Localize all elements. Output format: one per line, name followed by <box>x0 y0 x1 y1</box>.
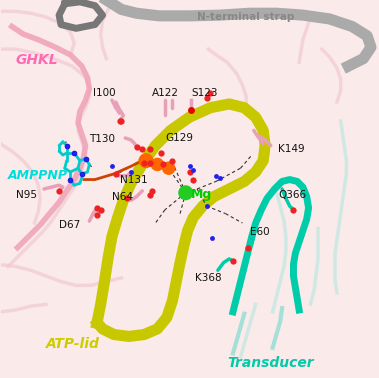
Circle shape <box>139 154 153 167</box>
Text: K368: K368 <box>195 273 222 283</box>
Text: Q366: Q366 <box>278 190 307 200</box>
Text: N64: N64 <box>112 192 133 201</box>
Text: G129: G129 <box>165 133 193 143</box>
Text: N95: N95 <box>16 190 37 200</box>
Text: I100: I100 <box>93 88 116 98</box>
Text: T130: T130 <box>89 134 115 144</box>
Text: A122: A122 <box>152 88 179 98</box>
Text: N-terminal strap: N-terminal strap <box>197 12 294 22</box>
Text: AMPPNP: AMPPNP <box>8 169 68 182</box>
Text: Mg: Mg <box>191 188 212 201</box>
Text: Transducer: Transducer <box>227 356 314 370</box>
Text: ATP-lid: ATP-lid <box>46 337 100 351</box>
Text: GHKL: GHKL <box>16 53 58 68</box>
Text: D67: D67 <box>59 220 80 230</box>
Circle shape <box>179 186 193 200</box>
Text: K149: K149 <box>278 144 305 154</box>
Text: S123: S123 <box>191 88 218 98</box>
Circle shape <box>151 158 163 170</box>
Text: N131: N131 <box>119 175 147 185</box>
Text: E60: E60 <box>250 228 269 237</box>
Circle shape <box>163 162 175 174</box>
